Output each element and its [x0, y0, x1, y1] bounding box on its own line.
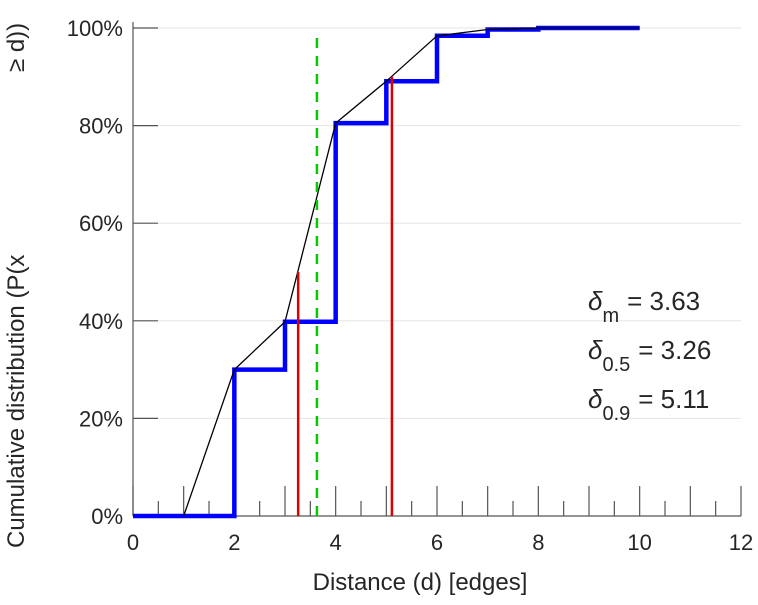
x-tick-label: 10 — [627, 530, 651, 555]
annotation-m: δm = 3.63 — [588, 286, 700, 327]
delta-symbol: δ — [588, 384, 603, 414]
y-axis-label: Cumulative distribution (P(x — [3, 255, 30, 548]
delta-subscript: 0.9 — [602, 403, 630, 425]
x-tick-label: 0 — [127, 530, 139, 555]
grid — [133, 27, 741, 517]
x-tick-label: 2 — [228, 530, 240, 555]
annotation-0.5: δ0.5 = 3.26 — [588, 335, 711, 376]
interpolated-line — [183, 27, 640, 517]
y-tick-label: 100% — [67, 16, 123, 41]
y-tick-label: 80% — [79, 114, 123, 139]
y-tick-label: 20% — [79, 406, 123, 431]
y-tick-label: 0% — [91, 504, 123, 529]
x-tick-label: 6 — [431, 530, 443, 555]
y-tick-label: 40% — [79, 309, 123, 334]
x-tick-label: 8 — [532, 530, 544, 555]
delta-subscript: 0.5 — [602, 354, 630, 376]
empirical-step-line — [133, 25, 640, 519]
labels: Distance (d) [edges] Cumulative distribu… — [3, 23, 527, 596]
axes: 0% 20% 40% 60% 80% 100% 0 2 4 6 8 10 12 — [67, 16, 754, 555]
delta-subscript: m — [602, 305, 619, 327]
x-tick-label: 12 — [729, 530, 753, 555]
series — [133, 25, 640, 519]
x-axis-label: Distance (d) [edges] — [313, 569, 528, 596]
delta-value: = 3.63 — [627, 286, 700, 316]
delta-value: = 3.26 — [638, 335, 711, 365]
annotation-0.9: δ0.9 = 5.11 — [588, 384, 709, 425]
x-tick-label: 4 — [330, 530, 342, 555]
y-axis-label-tail: ≥ d)) — [3, 23, 30, 72]
delta-symbol: δ — [588, 335, 603, 365]
y-tick-label: 60% — [79, 211, 123, 236]
delta-symbol: δ — [588, 286, 603, 316]
delta-value: = 5.11 — [638, 384, 709, 414]
